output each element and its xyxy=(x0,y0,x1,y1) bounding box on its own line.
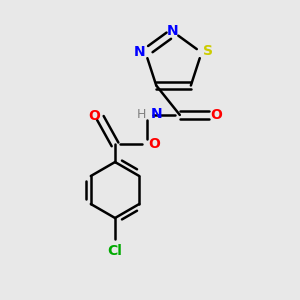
Text: O: O xyxy=(148,137,160,152)
Text: O: O xyxy=(88,110,100,123)
Text: Cl: Cl xyxy=(108,244,122,258)
Text: N: N xyxy=(134,45,146,59)
Text: H: H xyxy=(136,107,146,121)
Text: N: N xyxy=(150,107,162,121)
Text: O: O xyxy=(210,108,222,122)
Text: N: N xyxy=(166,24,178,38)
Text: S: S xyxy=(203,44,213,58)
